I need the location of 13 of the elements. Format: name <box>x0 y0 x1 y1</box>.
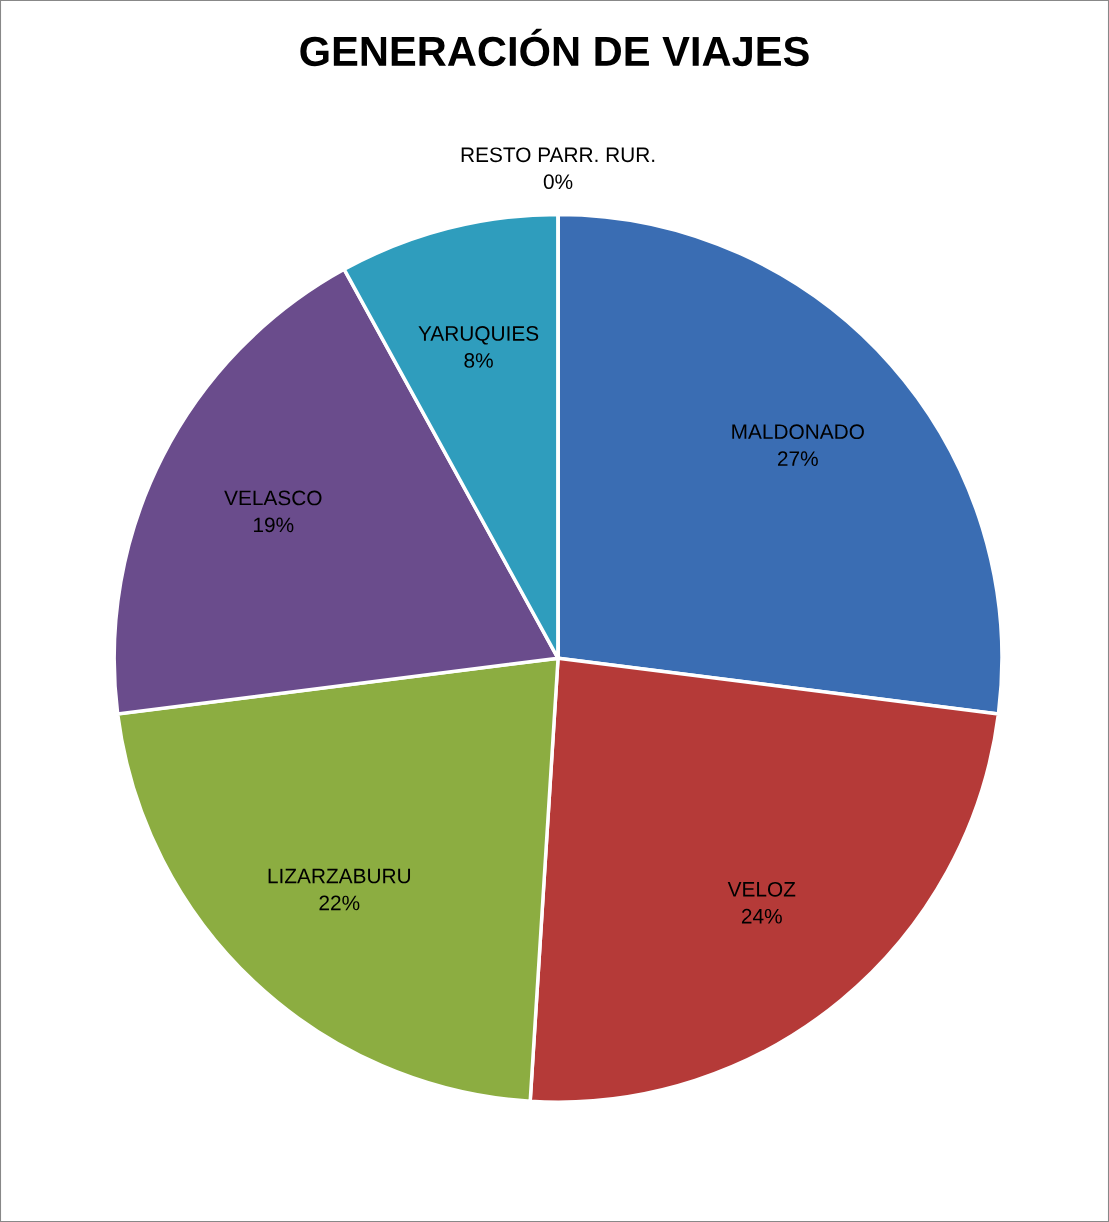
text: 0% <box>543 174 573 190</box>
slice-label: VELOZ <box>727 881 796 897</box>
slice-label: LIZARZABURU <box>268 868 411 884</box>
data-label: 22% <box>319 895 360 911</box>
slice-label: VELASCO <box>224 490 322 506</box>
slice-label: YARUQUIES <box>418 326 539 345</box>
chart-title: GENERACIÓN DE VIAJES <box>300 28 809 67</box>
data-label: 27% <box>777 451 818 466</box>
data-label: 19% <box>254 517 294 533</box>
data-label: 8% <box>464 353 493 368</box>
data-label: 24% <box>741 908 782 924</box>
category-label: RESTO PARR. RUR. <box>461 147 655 163</box>
slice-label: MALDONADO <box>732 424 864 440</box>
